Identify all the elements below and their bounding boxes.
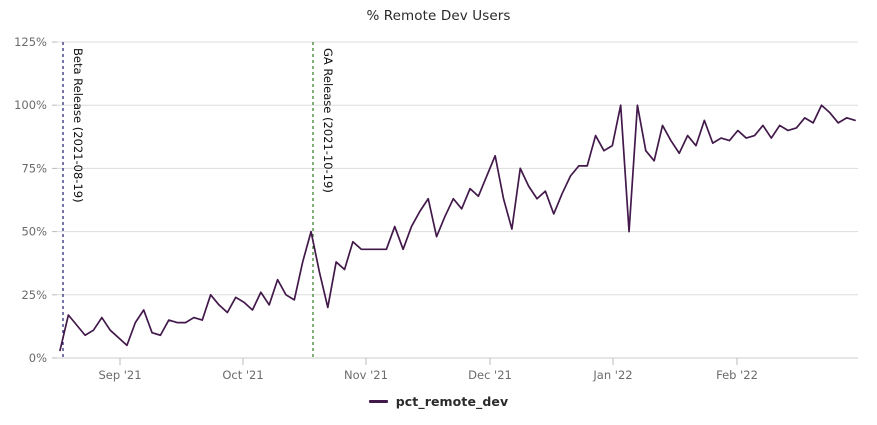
y-axis-tick-label: 75% [21,161,47,175]
y-axis-tick-label: 125% [14,35,47,49]
y-axis-ticks-group [52,41,57,359]
chart-title: % Remote Dev Users [366,8,511,24]
x-axis-labels-group: Sep '21 Oct '21 Nov '21 Dec '21 Jan '22 Feb '… [98,368,757,382]
annotation-label: GA Release (2021-10-19) [321,48,335,193]
gridlines-group [57,41,858,359]
series-group [59,104,856,352]
x-axis-tick-label: Oct '21 [222,368,263,382]
y-axis-labels-group: 0% 25% 50% 75% 100% 125% [14,35,47,365]
y-axis-tick-label: 0% [29,351,47,365]
legend-label-pct-remote-dev[interactable]: pct_remote_dev [395,394,509,409]
x-axis-tick-label: Dec '21 [468,368,512,382]
y-axis-tick-label: 50% [21,225,47,239]
x-axis-tick-label: Jan '22 [592,368,632,382]
legend-swatch-pct-remote-dev [368,400,388,403]
x-axis-ticks-group [119,358,738,365]
y-axis-tick-label: 25% [21,288,47,302]
annotation-label: Beta Release (2021-08-19) [71,48,85,203]
series-line-pct_remote_dev [59,104,856,352]
x-axis-tick-label: Nov '21 [344,368,388,382]
x-axis-tick-label: Sep '21 [98,368,141,382]
y-axis-tick-label: 100% [14,98,47,112]
x-axis-tick-label: Feb '22 [716,368,758,382]
legend: pct_remote_dev [0,394,877,409]
annotations-group: Beta Release (2021-08-19) GA Release (202… [62,42,335,358]
